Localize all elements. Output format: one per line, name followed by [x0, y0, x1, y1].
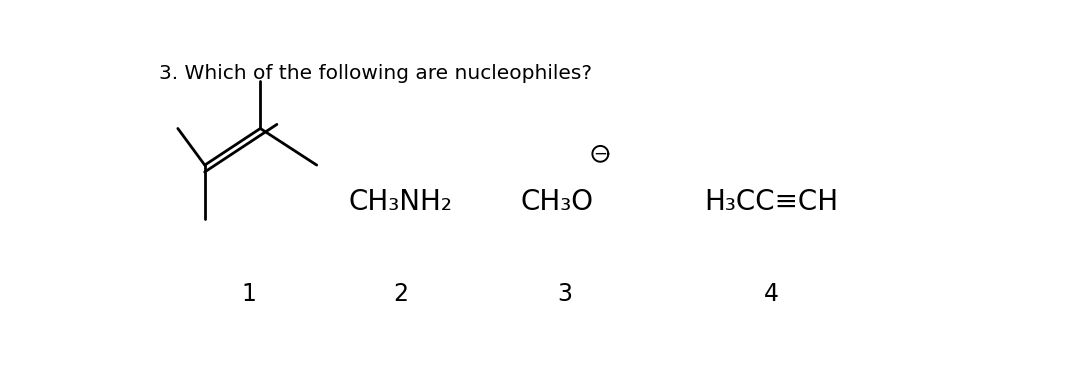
- Text: 1: 1: [242, 282, 256, 306]
- Text: 3: 3: [557, 282, 572, 306]
- Text: 3. Which of the following are nucleophiles?: 3. Which of the following are nucleophil…: [160, 64, 592, 83]
- Text: H₃CC≡CH: H₃CC≡CH: [704, 188, 838, 216]
- Text: 2: 2: [393, 282, 408, 306]
- Text: −: −: [593, 145, 607, 163]
- Text: CH₃O: CH₃O: [520, 188, 593, 216]
- Text: 4: 4: [763, 282, 779, 306]
- Text: CH₃NH₂: CH₃NH₂: [349, 188, 453, 216]
